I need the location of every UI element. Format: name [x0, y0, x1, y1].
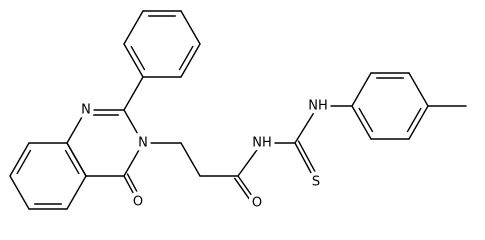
atom-label: O — [133, 195, 143, 210]
bond — [408, 105, 429, 140]
bond — [237, 175, 258, 204]
bond — [297, 140, 321, 181]
bond — [351, 72, 372, 107]
bond — [294, 105, 319, 144]
atom-label: NH — [308, 99, 328, 114]
bond — [126, 173, 143, 201]
atom-label: N — [138, 136, 148, 151]
bond — [123, 10, 144, 45]
bond — [408, 72, 429, 107]
bond — [64, 149, 80, 175]
bond — [66, 109, 87, 144]
bond — [123, 76, 144, 111]
page: {"molecule": {"atoms": [ {"label": "N"},… — [9, 10, 467, 215]
atom-label: O — [252, 196, 262, 211]
bond — [406, 107, 422, 133]
bond — [234, 177, 255, 207]
bond — [123, 142, 144, 177]
bond — [351, 105, 372, 140]
bond — [180, 10, 201, 45]
bond — [123, 43, 144, 78]
bond — [180, 142, 201, 177]
bond — [66, 175, 87, 210]
atom-labels: N N O O NH NH S — [77, 95, 332, 215]
bond — [294, 142, 317, 183]
bond — [16, 149, 32, 175]
bond — [123, 109, 144, 144]
bond — [130, 45, 146, 71]
bond — [9, 175, 30, 210]
bond — [9, 142, 30, 177]
atom-label: N — [81, 103, 91, 118]
atom-label: S — [312, 175, 320, 190]
bond — [237, 142, 263, 177]
bonds — [9, 10, 467, 210]
bond — [180, 43, 201, 78]
atom-label: NH — [252, 136, 272, 151]
bond — [66, 142, 87, 177]
structure-diagram: N N O O NH NH S — [9, 10, 467, 215]
bond — [178, 45, 194, 71]
bond — [358, 107, 374, 133]
bond — [123, 175, 139, 203]
